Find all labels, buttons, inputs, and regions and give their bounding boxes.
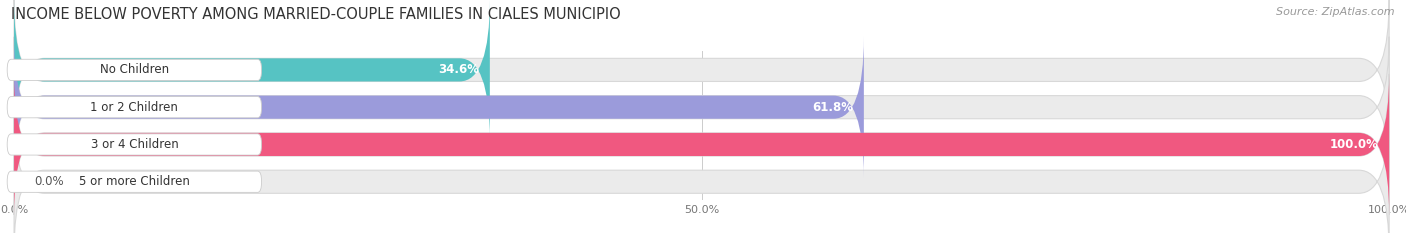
FancyBboxPatch shape (14, 0, 1389, 140)
Text: 100.0%: 100.0% (1329, 138, 1378, 151)
FancyBboxPatch shape (7, 134, 262, 155)
FancyBboxPatch shape (14, 37, 1389, 178)
Text: Source: ZipAtlas.com: Source: ZipAtlas.com (1277, 7, 1395, 17)
Text: 5 or more Children: 5 or more Children (79, 175, 190, 188)
Text: INCOME BELOW POVERTY AMONG MARRIED-COUPLE FAMILIES IN CIALES MUNICIPIO: INCOME BELOW POVERTY AMONG MARRIED-COUPL… (11, 7, 621, 22)
FancyBboxPatch shape (14, 0, 489, 140)
FancyBboxPatch shape (14, 74, 1389, 215)
Text: 34.6%: 34.6% (437, 63, 479, 76)
FancyBboxPatch shape (7, 171, 262, 192)
Text: 3 or 4 Children: 3 or 4 Children (90, 138, 179, 151)
FancyBboxPatch shape (14, 74, 1389, 215)
FancyBboxPatch shape (7, 96, 262, 118)
Text: No Children: No Children (100, 63, 169, 76)
Text: 61.8%: 61.8% (811, 101, 853, 114)
Text: 0.0%: 0.0% (35, 175, 65, 188)
FancyBboxPatch shape (7, 59, 262, 81)
FancyBboxPatch shape (14, 111, 1389, 233)
Text: 1 or 2 Children: 1 or 2 Children (90, 101, 179, 114)
FancyBboxPatch shape (14, 37, 863, 178)
